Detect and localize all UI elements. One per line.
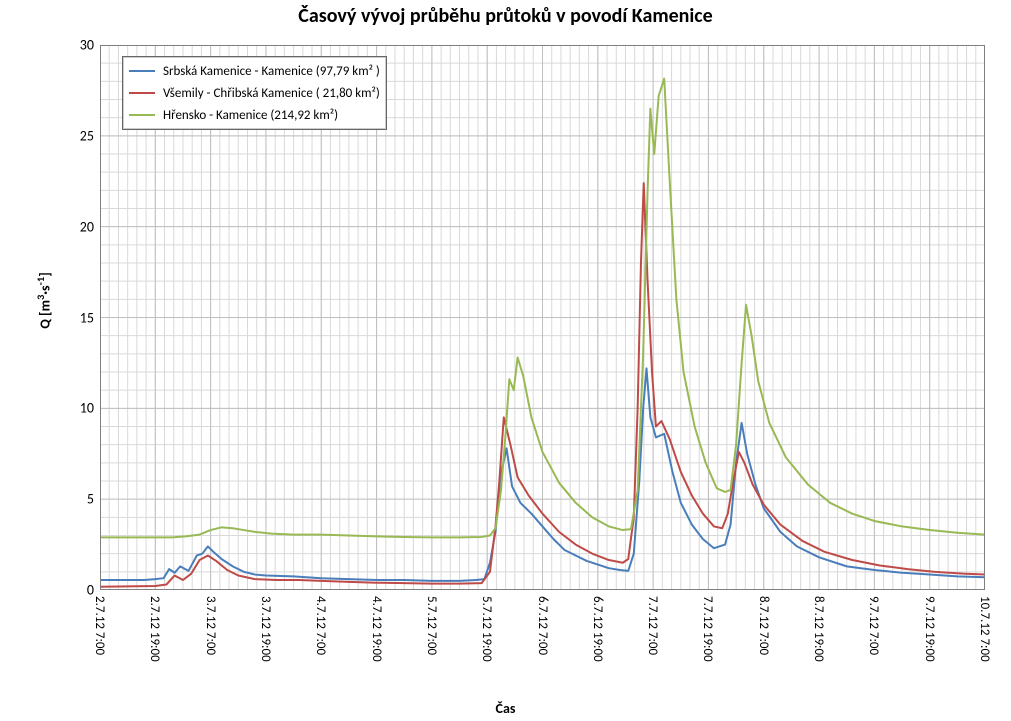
y-tick-label: 30 — [80, 37, 100, 54]
chart-container: Časový vývoj průběhu průtoků v povodí Ka… — [0, 0, 1011, 721]
y-tick-label: 20 — [80, 218, 100, 235]
legend: Srbská Kamenice - Kamenice (97,79 km² ) V… — [122, 56, 387, 130]
x-tick-label: 7.7.12 7:00 — [645, 596, 660, 655]
x-tick-label: 2.7.12 7:00 — [92, 596, 107, 655]
x-tick-label: 7.7.12 19:00 — [700, 596, 715, 662]
x-tick-label: 9.7.12 19:00 — [922, 596, 937, 662]
chart-title: Časový vývoj průběhu průtoků v povodí Ka… — [0, 4, 1011, 28]
legend-label: Hřensko - Kamenice (214,92 km²) — [163, 108, 338, 123]
y-tick-label: 10 — [80, 400, 100, 417]
y-axis-title-text: Q [m3·s-1] — [37, 272, 54, 328]
x-tick-label: 6.7.12 19:00 — [590, 596, 605, 662]
x-tick-label: 8.7.12 19:00 — [811, 596, 826, 662]
y-axis-title: Q [m3·s-1] — [30, 0, 60, 601]
x-tick-label: 10.7.12 7:00 — [977, 596, 992, 662]
x-tick-label: 4.7.12 19:00 — [369, 596, 384, 662]
x-tick-label: 8.7.12 7:00 — [756, 596, 771, 655]
x-tick-label: 3.7.12 19:00 — [258, 596, 273, 662]
x-tick-label: 5.7.12 7:00 — [424, 596, 439, 655]
legend-item-vsemily: Všemily - Chřibská Kamenice ( 21,80 km²) — [129, 82, 380, 104]
y-tick-label: 25 — [80, 127, 100, 144]
legend-swatch — [129, 92, 155, 94]
x-tick-label: 6.7.12 7:00 — [535, 596, 550, 655]
x-tick-label: 5.7.12 19:00 — [479, 596, 494, 662]
x-tick-label: 2.7.12 19:00 — [147, 596, 162, 662]
legend-label: Všemily - Chřibská Kamenice ( 21,80 km²) — [163, 86, 380, 101]
x-tick-label: 9.7.12 7:00 — [866, 596, 881, 655]
y-tick-label: 15 — [80, 309, 100, 326]
x-axis-title: Čas — [0, 700, 1011, 717]
legend-swatch — [129, 70, 155, 72]
legend-item-hrensko: Hřensko - Kamenice (214,92 km²) — [129, 104, 380, 126]
x-tick-label: 3.7.12 7:00 — [203, 596, 218, 655]
legend-item-srbska: Srbská Kamenice - Kamenice (97,79 km² ) — [129, 60, 380, 82]
x-tick-label: 4.7.12 7:00 — [313, 596, 328, 655]
legend-swatch — [129, 114, 155, 116]
y-tick-label: 0 — [87, 582, 100, 599]
legend-label: Srbská Kamenice - Kamenice (97,79 km² ) — [163, 64, 380, 79]
y-tick-label: 5 — [87, 491, 100, 508]
